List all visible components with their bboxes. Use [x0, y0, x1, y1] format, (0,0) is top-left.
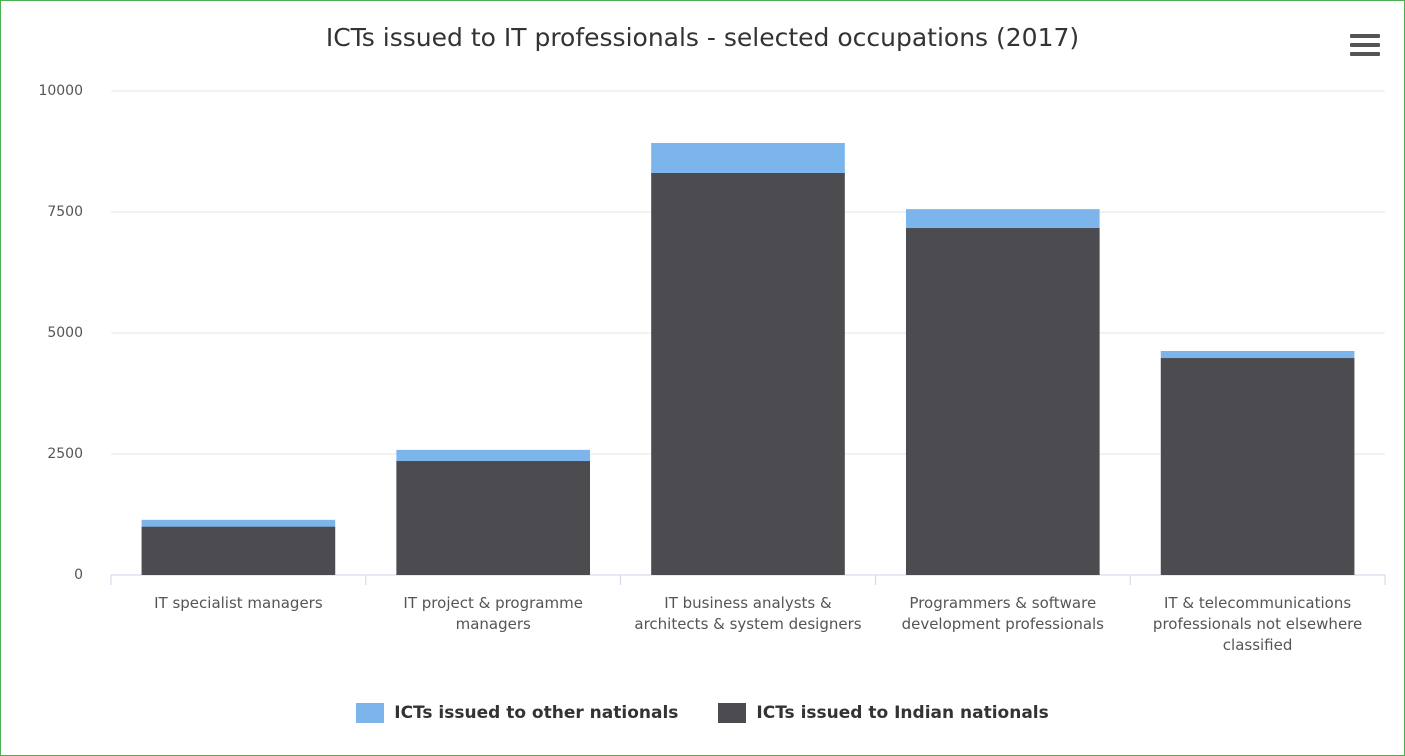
x-tick-label: IT business analysts & architects & syst… — [634, 594, 862, 633]
legend-swatch — [356, 703, 385, 723]
legend-label: ICTs issued to Indian nationals — [756, 703, 1049, 723]
y-tick-label: 5000 — [47, 325, 83, 341]
legend: ICTs issued to other nationals ICTs issue… — [1, 703, 1404, 723]
bar-segment — [1160, 351, 1355, 359]
y-tick-label: 10000 — [38, 83, 83, 99]
bar-segment — [905, 209, 1100, 229]
bar-segment — [396, 461, 591, 575]
bar-segment — [651, 142, 845, 173]
menu-button[interactable] — [1350, 34, 1380, 61]
bar-segment — [141, 526, 336, 575]
chart-title: ICTs issued to IT professionals - select… — [325, 23, 1080, 52]
legend-item: ICTs issued to other nationals — [356, 703, 678, 723]
y-tick-label: 7500 — [47, 204, 83, 220]
bar-segment — [1160, 358, 1355, 575]
x-tick-label: IT specialist managers — [154, 594, 323, 612]
x-tick-label: Programmers & software development profe… — [901, 594, 1104, 633]
legend-swatch — [718, 703, 747, 723]
y-tick-label: 0 — [74, 567, 83, 583]
x-tick-label: IT project & programme managers — [403, 594, 583, 633]
legend-item: ICTs issued to Indian nationals — [718, 703, 1049, 723]
x-tick-label: IT & telecommunications professionals no… — [1152, 594, 1363, 654]
bar-segment — [651, 172, 845, 575]
bar-segment — [396, 449, 591, 462]
bar-segment — [905, 228, 1100, 576]
y-tick-label: 2500 — [47, 446, 83, 462]
bar-segment — [141, 519, 336, 527]
legend-label: ICTs issued to other nationals — [394, 703, 679, 723]
